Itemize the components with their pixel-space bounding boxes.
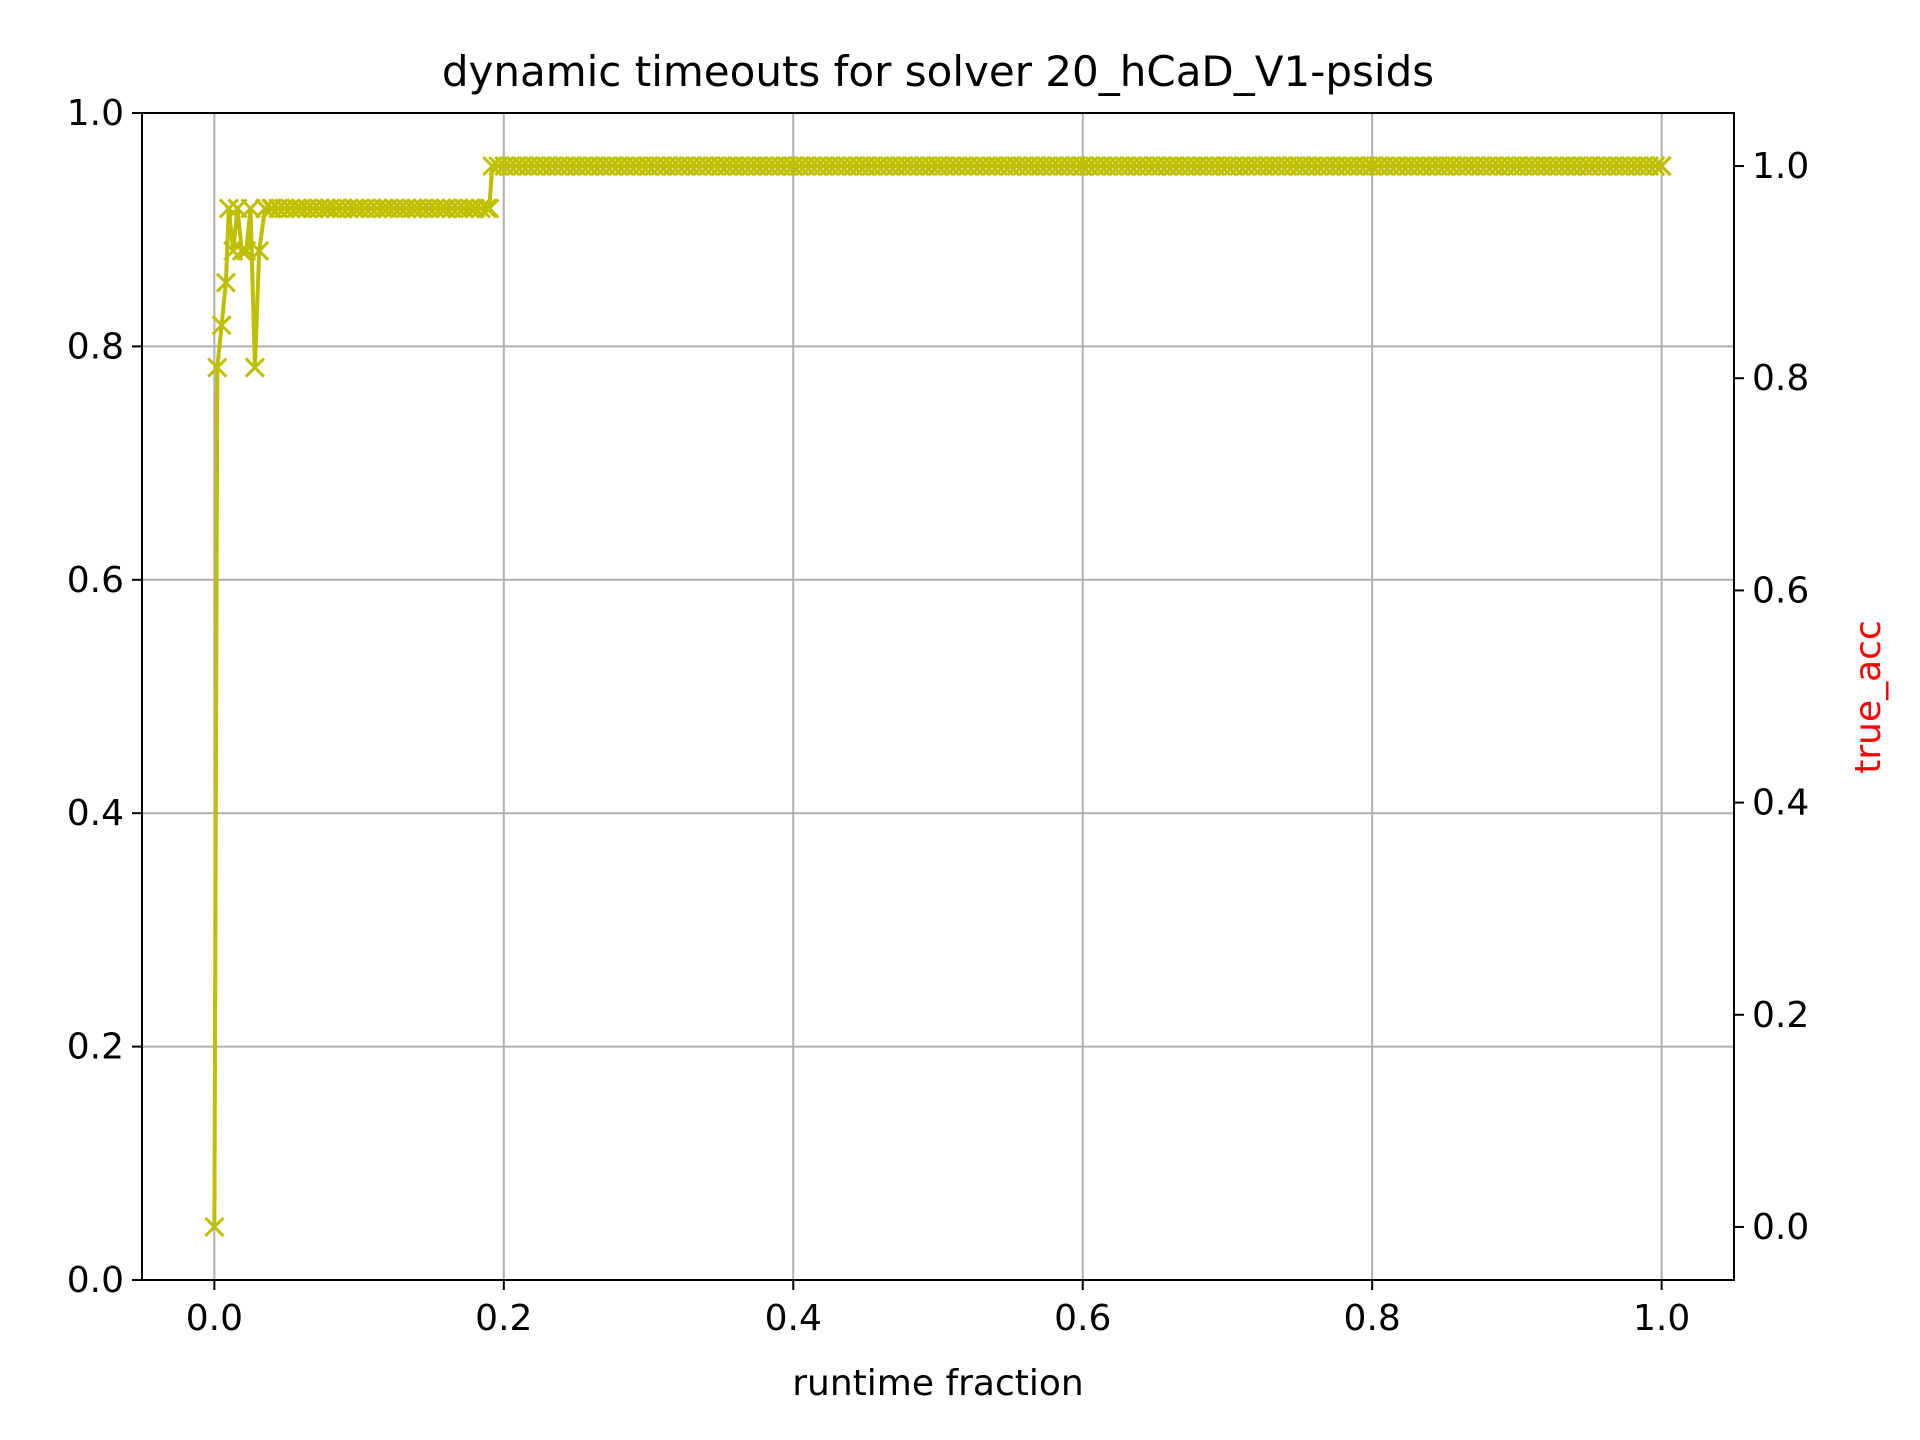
plot-frame	[141, 112, 1735, 1281]
data-point	[211, 315, 232, 336]
y-right-tick-label: 1.0	[1752, 146, 1809, 187]
data-point	[476, 198, 497, 219]
data-point	[204, 1216, 225, 1238]
marker-stroke	[453, 198, 474, 219]
data-point	[424, 198, 446, 219]
data-point	[453, 198, 474, 219]
series-layer	[204, 155, 1672, 1238]
y-left-tick-label: 0.2	[67, 1027, 124, 1068]
x-tick-label: 0.2	[475, 1298, 532, 1339]
data-point	[1651, 155, 1672, 177]
data-point	[470, 198, 491, 219]
x-tick-label: 0.0	[186, 1298, 243, 1339]
y-right-tick-label: 0.0	[1752, 1207, 1809, 1248]
y-right-tick-label: 0.8	[1752, 358, 1809, 399]
y-right-tick-label: 0.4	[1752, 783, 1809, 824]
data-point	[231, 240, 252, 261]
data-point	[240, 198, 261, 219]
marker-stroke	[204, 1216, 225, 1238]
y-left-tick-label: 0.4	[67, 793, 124, 834]
data-point	[280, 198, 301, 219]
data-point	[309, 198, 330, 219]
data-point	[338, 198, 359, 219]
data-point	[244, 357, 265, 378]
data-point	[1645, 155, 1666, 177]
data-point	[218, 198, 239, 219]
marker-stroke	[280, 198, 301, 219]
marker-stroke	[249, 240, 270, 261]
marker-stroke	[554, 155, 575, 177]
data-point	[367, 198, 388, 219]
marker-stroke	[215, 272, 237, 293]
marker-stroke	[211, 315, 232, 336]
marker-stroke	[1645, 155, 1666, 177]
marker-stroke	[367, 198, 388, 219]
marker-stroke	[424, 198, 446, 219]
marker-stroke	[479, 198, 500, 219]
x-tick-label: 0.4	[765, 1298, 822, 1339]
marker-stroke	[207, 357, 228, 378]
x-axis-title: runtime fraction	[792, 1363, 1084, 1404]
marker-stroke	[231, 240, 252, 261]
marker-stroke	[470, 198, 491, 219]
y-left-tick-label: 0.6	[67, 560, 124, 601]
marker-stroke	[476, 198, 497, 219]
marker-stroke	[395, 198, 417, 219]
marker-stroke	[218, 198, 239, 219]
y-right-tick-label: 0.6	[1752, 570, 1809, 611]
x-tick-label: 0.8	[1344, 1298, 1401, 1339]
marker-stroke	[240, 198, 261, 219]
chart-title: dynamic timeouts for solver 20_hCaD_V1-p…	[442, 47, 1434, 96]
grid-layer	[142, 112, 1734, 1281]
y-left-tick-label: 1.0	[67, 93, 124, 134]
y-left-tick-label: 0.8	[67, 326, 124, 367]
x-tick-label: 0.6	[1054, 1298, 1111, 1339]
data-point	[207, 357, 228, 378]
x-tick-label: 1.0	[1633, 1298, 1690, 1339]
marker-stroke	[1651, 155, 1672, 177]
data-point	[554, 155, 575, 177]
y-right-tick-label: 0.2	[1752, 995, 1809, 1036]
data-point	[395, 198, 417, 219]
data-point	[215, 272, 237, 293]
y-left-tick-label: 0.0	[67, 1260, 124, 1301]
ticks-layer: 0.0 0.2 0.4 0.6 0.8 1.0 0.0 0.2 0.4 0.6 0.8 1.0 0.0 0…	[67, 93, 1810, 1339]
marker-stroke	[244, 357, 265, 378]
marker-stroke	[338, 198, 359, 219]
marker-stroke	[309, 198, 330, 219]
right-axis-title: true_acc	[1848, 620, 1889, 774]
data-point	[249, 240, 270, 261]
data-point	[479, 198, 500, 219]
